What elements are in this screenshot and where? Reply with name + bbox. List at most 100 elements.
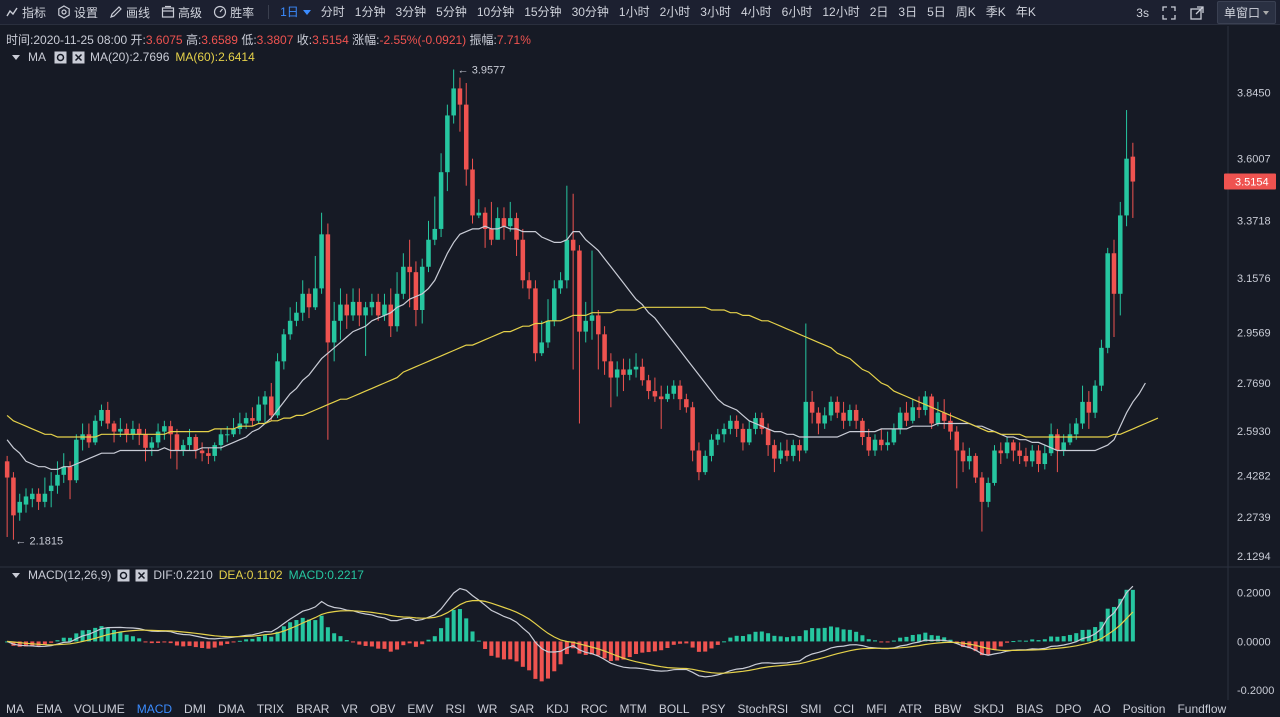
tab-position[interactable]: Position [1122, 701, 1166, 716]
tab-roc[interactable]: ROC [580, 701, 608, 716]
collapse-caret-icon[interactable] [12, 572, 20, 578]
interval-17[interactable]: 季K [985, 4, 1006, 19]
interval-14[interactable]: 3日 [898, 4, 918, 19]
macd-histogram-bar [810, 628, 815, 642]
candle-body [375, 301, 381, 316]
interval-4[interactable]: 10分钟 [476, 4, 515, 19]
macd-histogram-bar [181, 641, 186, 647]
collapse-caret-icon[interactable] [12, 54, 20, 60]
candle-body [1011, 442, 1016, 451]
interval-13[interactable]: 2日 [869, 4, 889, 19]
interval-11[interactable]: 6小时 [781, 4, 813, 19]
tab-ma[interactable]: MA [6, 701, 24, 716]
tab-fundflow[interactable]: Fundflow [1177, 701, 1227, 716]
indicator-button[interactable]: 指标 [0, 0, 52, 25]
candle-body [828, 401, 834, 416]
tab-vr[interactable]: VR [341, 701, 359, 716]
macd-histogram-bar [935, 635, 940, 642]
indicator-close-icon[interactable] [72, 51, 85, 64]
tab-obv[interactable]: OBV [370, 701, 396, 716]
window-mode-dropdown[interactable]: 单窗口 [1216, 1, 1276, 24]
tab-ema[interactable]: EMA [36, 701, 63, 716]
interval-3[interactable]: 5分钟 [436, 4, 467, 19]
popout-icon[interactable] [1189, 5, 1205, 21]
win-rate-button[interactable]: 胜率 [208, 0, 260, 25]
interval-8[interactable]: 2小时 [659, 4, 691, 19]
indicator-settings-icon[interactable] [54, 51, 67, 64]
interval-2[interactable]: 3分钟 [395, 4, 427, 19]
macd-histogram-bar [847, 629, 852, 642]
candle-body [507, 218, 513, 227]
macd-histogram-bar [885, 641, 890, 643]
advanced-button[interactable]: 高级 [156, 0, 208, 25]
tab-rsi[interactable]: RSI [445, 701, 466, 716]
candle-body [300, 293, 305, 313]
macd-histogram-bar [193, 641, 198, 648]
tab-cci[interactable]: CCI [833, 701, 855, 716]
interval-18[interactable]: 年K [1015, 4, 1036, 19]
tab-trix[interactable]: TRIX [256, 701, 285, 716]
tab-sar[interactable]: SAR [509, 701, 535, 716]
tab-psy[interactable]: PSY [701, 701, 726, 716]
settings-button[interactable]: 设置 [52, 0, 104, 25]
tab-mtm[interactable]: MTM [619, 701, 647, 716]
candle-body [627, 369, 633, 375]
macd-histogram-bar [539, 641, 544, 682]
tab-brar[interactable]: BRAR [296, 701, 330, 716]
interval-9[interactable]: 3小时 [700, 4, 731, 19]
indicator-close-icon[interactable] [135, 569, 148, 582]
macd-histogram-bar [149, 641, 154, 644]
macd-histogram-bar [281, 626, 286, 642]
candle-body [489, 228, 494, 240]
interval-10[interactable]: 4小时 [740, 4, 772, 19]
macd-histogram-bar [99, 626, 104, 642]
tab-ao[interactable]: AO [1093, 701, 1111, 716]
tab-volume[interactable]: VOLUME [74, 701, 125, 716]
tab-dma[interactable]: DMA [218, 701, 245, 716]
fullscreen-icon[interactable] [1161, 5, 1177, 21]
macd-histogram-bar [577, 641, 582, 654]
macd-histogram-bar [703, 641, 708, 652]
candle-body [451, 88, 456, 116]
refresh-interval[interactable]: 3s [1136, 5, 1149, 20]
tab-dpo[interactable]: DPO [1055, 701, 1082, 716]
candlestick-chart[interactable]: 3.8450 3.6007 3.3718 3.1576 2.9569 2.7690 2.59… [0, 26, 1280, 700]
tab-emv[interactable]: EMV [407, 701, 434, 716]
interval-1d-dropdown[interactable]: 1日 [275, 0, 316, 25]
interval-6[interactable]: 30分钟 [571, 4, 609, 19]
tab-macd[interactable]: MACD [136, 701, 173, 716]
interval-12[interactable]: 12小时 [822, 4, 860, 19]
candle-body [879, 439, 884, 446]
tab-stochrsi[interactable]: StochRSI [737, 701, 789, 716]
macd-histogram-bar [237, 640, 242, 642]
draw-line-button[interactable]: 画线 [104, 0, 156, 25]
macd-histogram-bar [791, 636, 796, 642]
tab-atr[interactable]: ATR [898, 701, 923, 716]
tab-bias[interactable]: BIAS [1016, 701, 1044, 716]
interval-16[interactable]: 周K [955, 4, 976, 19]
interval-15[interactable]: 5日 [927, 4, 946, 19]
tab-kdj[interactable]: KDJ [546, 701, 569, 716]
interval-0[interactable]: 分时 [320, 4, 345, 19]
macd-histogram-bar [1086, 629, 1091, 642]
tab-wr[interactable]: WR [477, 701, 498, 716]
tab-dmi[interactable]: DMI [184, 701, 207, 716]
indicator-settings-icon[interactable] [117, 569, 130, 582]
interval-5[interactable]: 15分钟 [524, 4, 562, 19]
tab-smi[interactable]: SMI [800, 701, 822, 716]
interval-1[interactable]: 1分钟 [354, 4, 386, 19]
dif-line [6, 585, 1134, 678]
macd-histogram-bar [992, 641, 997, 650]
candle-body [658, 396, 664, 400]
advanced-label: 高级 [178, 5, 203, 20]
macd-tick-label: -0.2000 [1237, 685, 1274, 697]
macd-histogram-bar [344, 640, 349, 642]
candle-body [42, 493, 48, 502]
tab-boll[interactable]: BOLL [658, 701, 690, 716]
interval-7[interactable]: 1小时 [618, 4, 650, 19]
price-tick-label: 3.8450 [1237, 87, 1271, 99]
tab-bbw[interactable]: BBW [934, 701, 962, 716]
macd-histogram-bar [489, 641, 494, 656]
tab-mfi[interactable]: MFI [866, 701, 887, 716]
tab-skdj[interactable]: SKDJ [973, 701, 1005, 716]
